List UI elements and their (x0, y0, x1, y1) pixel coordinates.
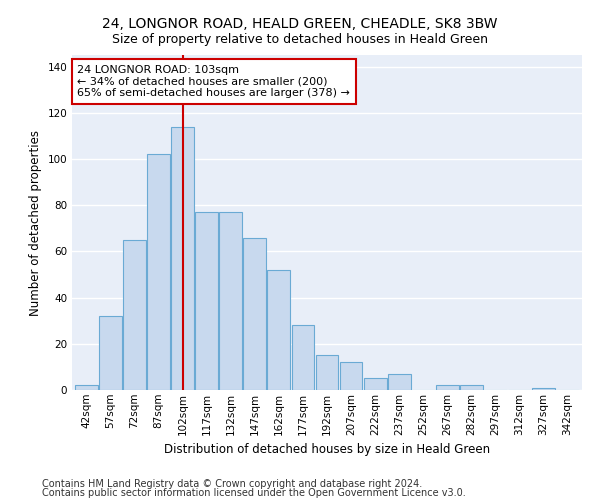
Bar (220, 212, 242, 390)
Bar (460, 386, 483, 390)
Bar (388, 374, 410, 390)
X-axis label: Distribution of detached houses by size in Heald Green: Distribution of detached houses by size … (164, 443, 490, 456)
Bar (123, 240, 146, 390)
Bar (195, 212, 218, 390)
Bar (364, 378, 386, 390)
Bar (436, 386, 459, 390)
Bar (292, 326, 314, 390)
Bar (171, 126, 194, 390)
Bar (75, 386, 98, 390)
Text: Contains public sector information licensed under the Open Government Licence v3: Contains public sector information licen… (42, 488, 466, 498)
Bar (244, 238, 266, 390)
Bar (316, 356, 338, 390)
Y-axis label: Number of detached properties: Number of detached properties (29, 130, 42, 316)
Bar (99, 316, 122, 390)
Bar (532, 388, 555, 390)
Bar (268, 270, 290, 390)
Text: 24, LONGNOR ROAD, HEALD GREEN, CHEADLE, SK8 3BW: 24, LONGNOR ROAD, HEALD GREEN, CHEADLE, … (102, 18, 498, 32)
Bar (340, 362, 362, 390)
Text: Size of property relative to detached houses in Heald Green: Size of property relative to detached ho… (112, 32, 488, 46)
Text: 24 LONGNOR ROAD: 103sqm
← 34% of detached houses are smaller (200)
65% of semi-d: 24 LONGNOR ROAD: 103sqm ← 34% of detache… (77, 65, 350, 98)
Bar (147, 154, 170, 390)
Text: Contains HM Land Registry data © Crown copyright and database right 2024.: Contains HM Land Registry data © Crown c… (42, 479, 422, 489)
